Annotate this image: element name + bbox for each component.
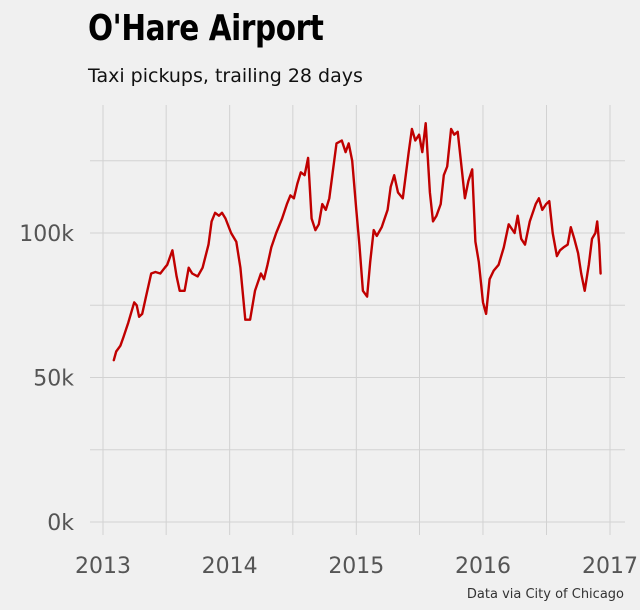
y-tick-label: 100k xyxy=(19,222,74,247)
y-tick-label: 0k xyxy=(47,511,74,536)
x-tick-label: 2014 xyxy=(202,554,258,579)
series-line xyxy=(112,121,602,362)
x-tick-label: 2015 xyxy=(328,554,384,579)
chart-subtitle: Taxi pickups, trailing 28 days xyxy=(88,65,363,87)
y-tick-label: 50k xyxy=(33,367,74,392)
chart-caption: Data via City of Chicago xyxy=(466,587,624,602)
gridlines xyxy=(90,105,625,535)
x-tick-label: 2013 xyxy=(75,554,131,579)
chart-title: O'Hare Airport xyxy=(88,8,324,49)
x-tick-label: 2016 xyxy=(455,554,511,579)
x-tick-label: 2017 xyxy=(582,554,638,579)
